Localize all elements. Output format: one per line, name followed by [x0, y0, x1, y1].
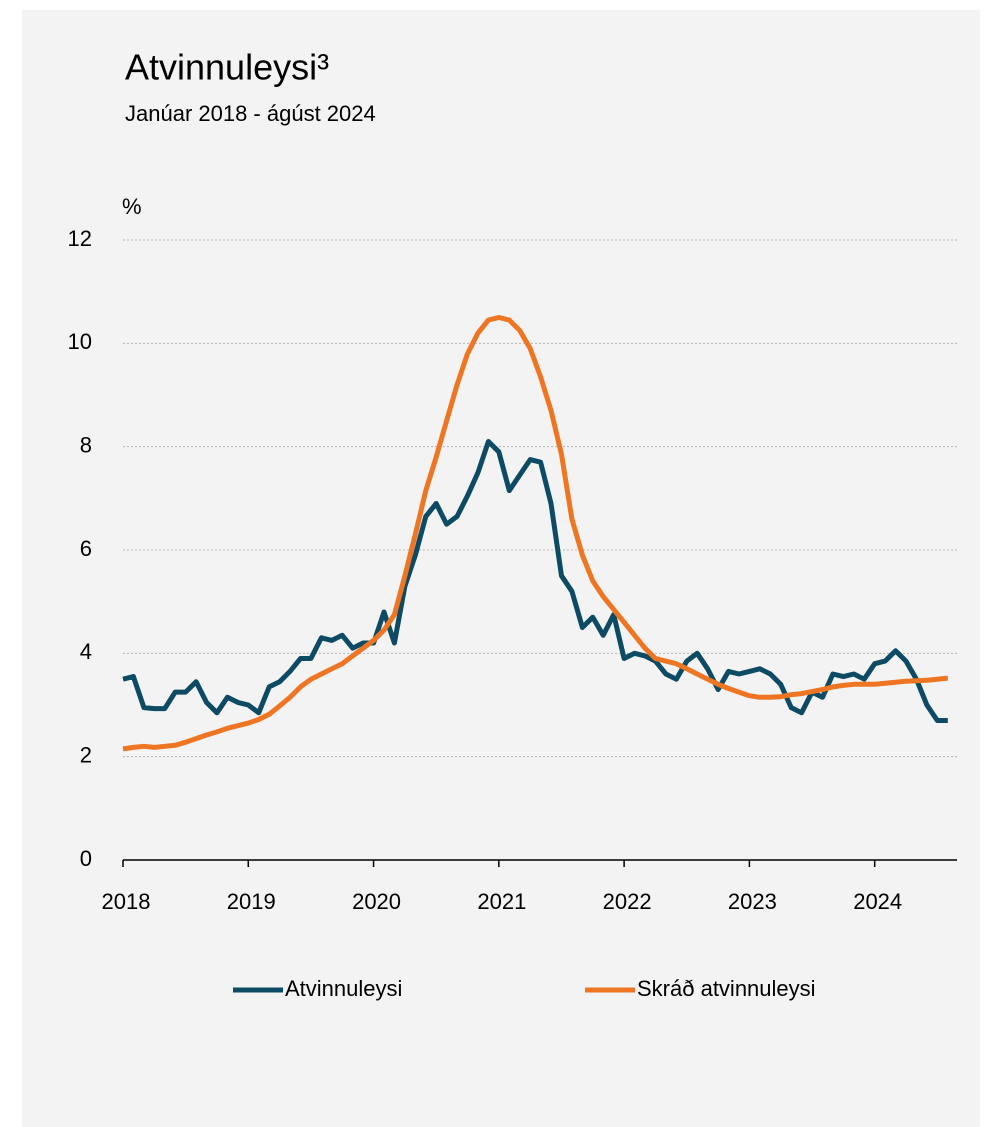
- y-tick-label: 0: [80, 846, 92, 871]
- legend-label: Skráð atvinnuleysi: [637, 976, 816, 1001]
- y-tick-label: 8: [80, 432, 92, 457]
- x-tick-label: 2020: [352, 889, 401, 914]
- x-tick-label: 2018: [102, 889, 151, 914]
- chart-subtitle: Janúar 2018 - ágúst 2024: [125, 101, 376, 126]
- series-line: [122, 315, 949, 752]
- chart-background: [22, 10, 980, 1127]
- y-tick-label: 12: [68, 226, 92, 251]
- legend-label: Atvinnuleysi: [285, 976, 402, 1001]
- y-tick-label: 2: [80, 742, 92, 767]
- y-tick-label: 4: [80, 639, 92, 664]
- x-tick-label: 2021: [477, 889, 526, 914]
- series-line: [122, 439, 948, 723]
- y-tick-label: 6: [80, 536, 92, 561]
- y-axis-label: %: [122, 194, 142, 219]
- x-tick-label: 2019: [227, 889, 276, 914]
- x-tick-label: 2022: [603, 889, 652, 914]
- y-tick-label: 10: [68, 329, 92, 354]
- x-tick-label: 2023: [728, 889, 777, 914]
- x-tick-label: 2024: [853, 889, 902, 914]
- chart-title: Atvinnuleysi³: [125, 47, 329, 88]
